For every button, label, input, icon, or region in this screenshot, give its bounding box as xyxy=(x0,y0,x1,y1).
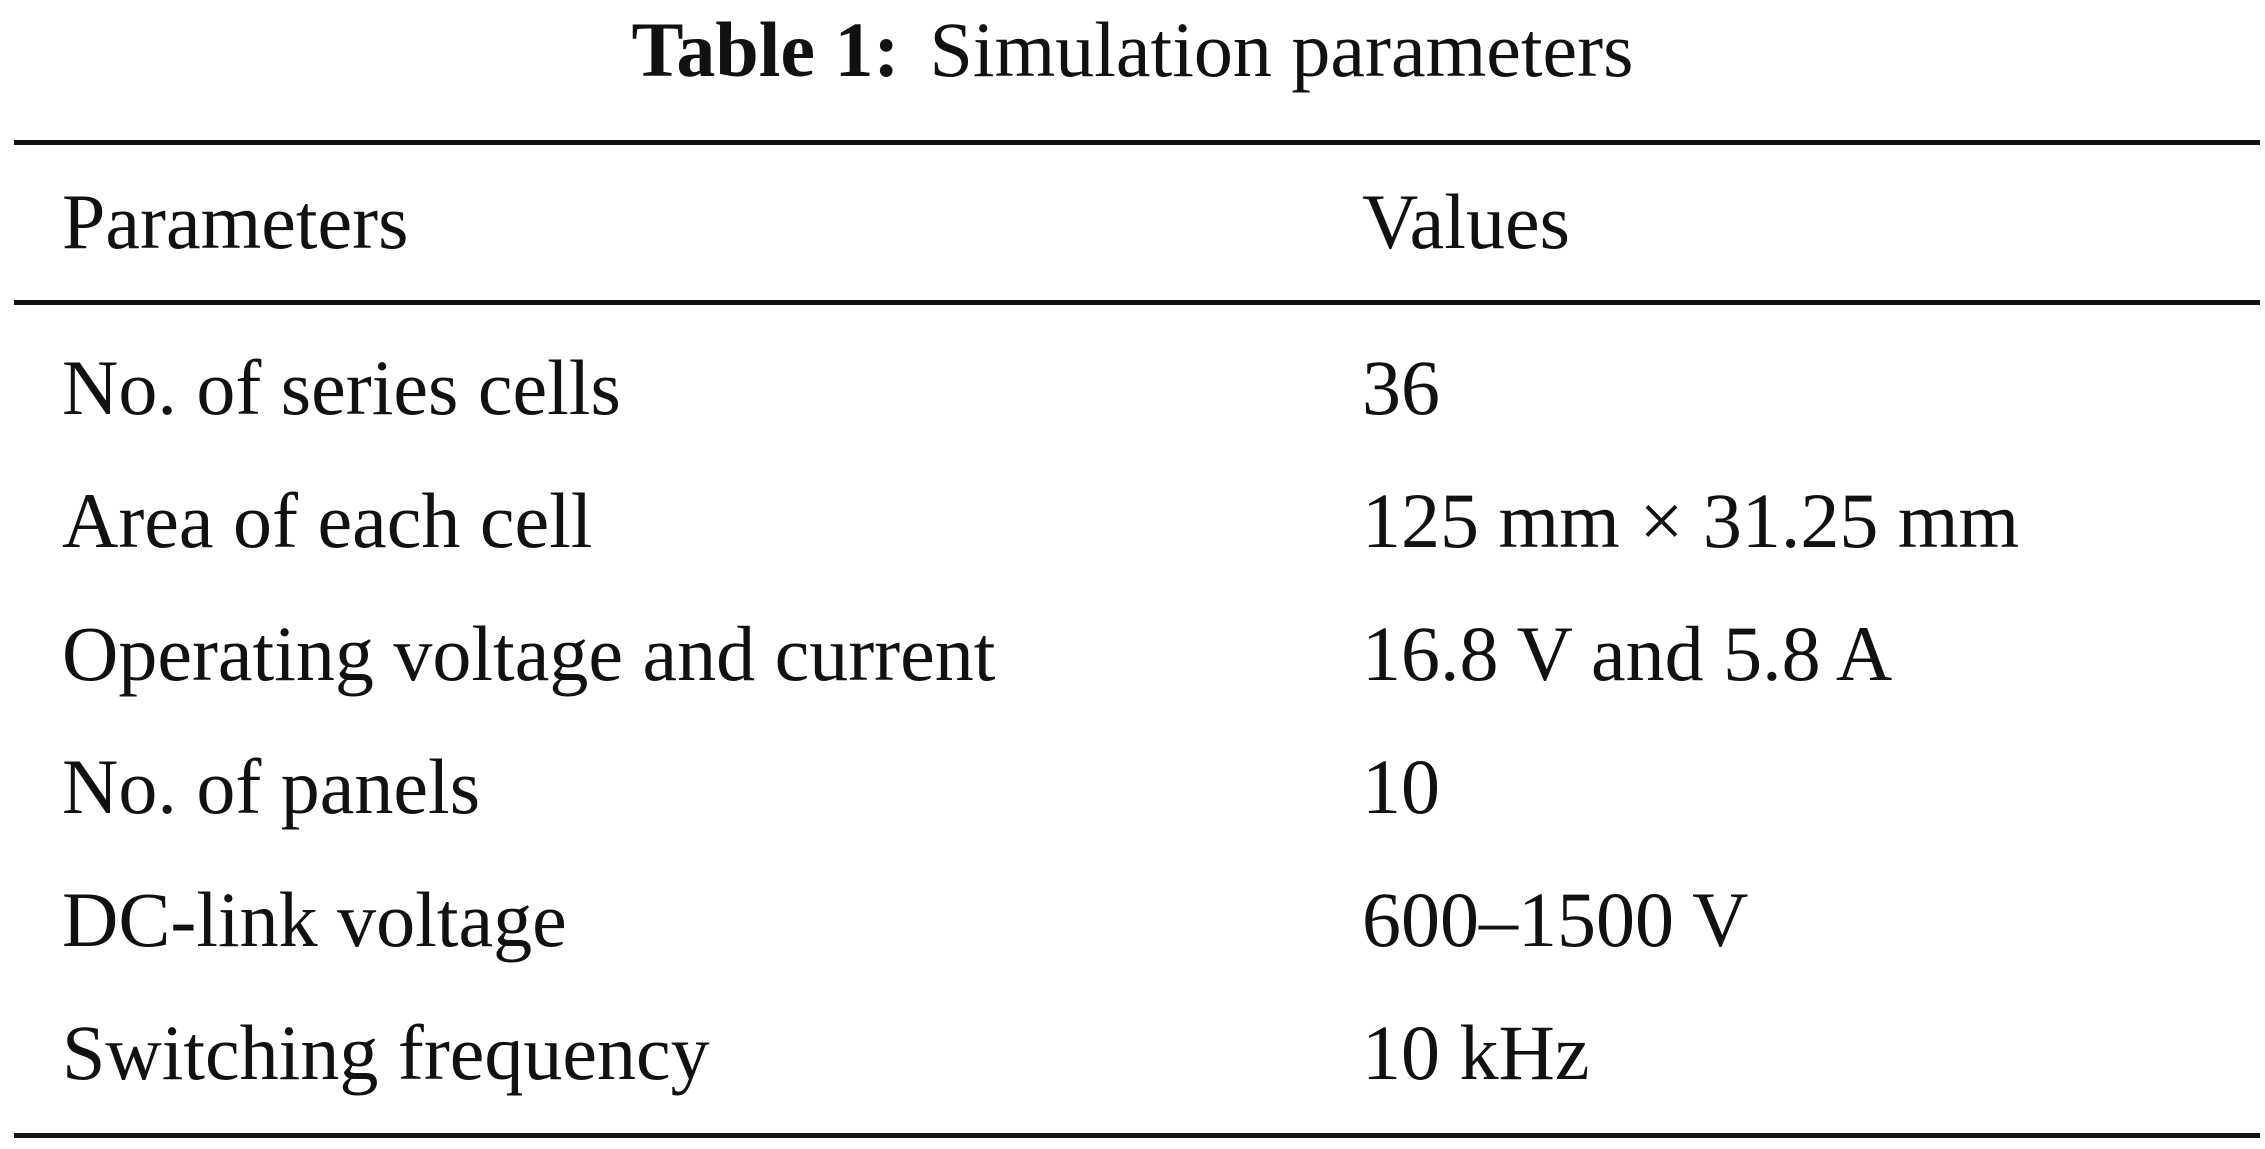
row-2-parameter: Area of each cell xyxy=(62,477,593,564)
row-1-parameter: No. of series cells xyxy=(62,344,621,431)
row-4-parameter: No. of panels xyxy=(62,743,481,830)
row-4-value: 10 xyxy=(1362,743,1440,830)
row-3-parameter: Operating voltage and current xyxy=(62,610,996,697)
header-parameters: Parameters xyxy=(62,178,409,265)
bottom-rule xyxy=(14,1133,2260,1138)
row-3-value: 16.8 V and 5.8 A xyxy=(1362,610,1893,697)
row-2-value: 125 mm × 31.25 mm xyxy=(1362,477,2020,564)
table-title: Simulation parameters xyxy=(929,6,1634,93)
row-6-parameter: Switching frequency xyxy=(62,1009,710,1096)
header-rule xyxy=(14,300,2260,305)
header-values: Values xyxy=(1362,178,1570,265)
row-1-value: 36 xyxy=(1362,344,1440,431)
table-caption: Table 1: Simulation parameters xyxy=(0,0,2265,100)
row-6-value: 10 kHz xyxy=(1362,1009,1590,1096)
top-rule xyxy=(14,140,2260,145)
row-5-parameter: DC-link voltage xyxy=(62,876,567,963)
table-number-label: Table 1: xyxy=(631,6,900,93)
row-5-value: 600–1500 V xyxy=(1362,876,1749,963)
